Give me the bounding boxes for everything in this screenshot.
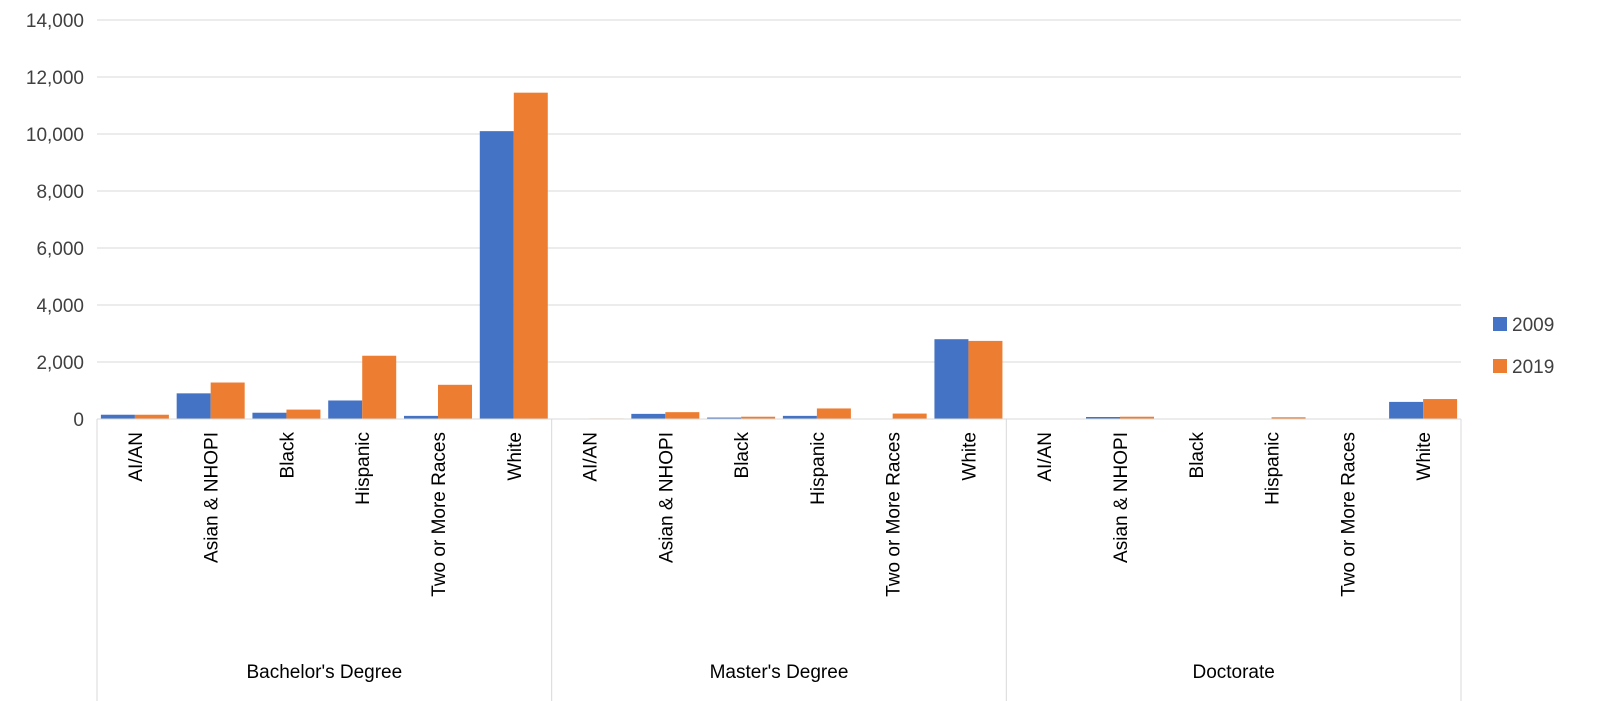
legend-swatch-2009 xyxy=(1493,317,1507,331)
bar-2009 xyxy=(782,415,817,419)
bar-2009 xyxy=(1086,417,1120,419)
bar-2019 xyxy=(1120,416,1154,419)
bar-2009 xyxy=(100,414,135,419)
category-label: Two or More Races xyxy=(429,432,450,597)
bar-2009 xyxy=(252,412,287,419)
bar-2019 xyxy=(134,414,169,419)
y-tick-label: 2,000 xyxy=(36,353,84,374)
bar-2009 xyxy=(404,415,438,419)
legend-swatch-2019 xyxy=(1493,359,1507,373)
bar-2019 xyxy=(968,340,1003,419)
group-label: Doctorate xyxy=(1192,662,1274,683)
category-label: AI/AN xyxy=(126,432,147,482)
y-tick-label: 14,000 xyxy=(26,11,84,32)
bar-2019 xyxy=(362,355,397,419)
legend-label: 2009 xyxy=(1512,315,1554,336)
category-label: White xyxy=(505,432,526,481)
bar-2019 xyxy=(210,382,245,419)
category-label: Asian & NHOPI xyxy=(656,432,677,563)
bar-2019 xyxy=(665,412,700,419)
bar-2019 xyxy=(513,92,548,420)
y-tick-label: 10,000 xyxy=(26,125,84,146)
category-label: Black xyxy=(1187,432,1208,479)
bar-2009 xyxy=(1389,401,1424,419)
category-label: Hispanic xyxy=(353,432,374,505)
category-label: Asian & NHOPI xyxy=(1111,432,1132,563)
category-label: Two or More Races xyxy=(884,432,905,597)
y-tick-label: 0 xyxy=(73,410,84,431)
bar-2019 xyxy=(741,416,776,419)
category-label: AI/AN xyxy=(1035,432,1056,482)
bar-2019 xyxy=(438,384,472,419)
category-label: Hispanic xyxy=(808,432,829,505)
y-tick-label: 4,000 xyxy=(36,296,84,317)
category-label: AI/AN xyxy=(581,432,602,482)
bar-2019 xyxy=(286,409,321,419)
bar-2019 xyxy=(816,408,851,419)
category-label: Hispanic xyxy=(1263,432,1284,505)
category-label: Black xyxy=(277,432,298,479)
category-label: Two or More Races xyxy=(1338,432,1359,597)
bar-2019 xyxy=(1271,417,1306,419)
bar-2009 xyxy=(328,400,363,419)
group-label: Master's Degree xyxy=(710,662,849,683)
category-label: Black xyxy=(732,432,753,479)
bar-2009 xyxy=(479,131,514,419)
category-label: Asian & NHOPI xyxy=(202,432,223,563)
group-label: Bachelor's Degree xyxy=(246,662,402,683)
y-tick-label: 6,000 xyxy=(36,239,84,260)
y-tick-label: 12,000 xyxy=(26,68,84,89)
bar-2009 xyxy=(707,417,742,419)
legend-label: 2019 xyxy=(1512,357,1554,378)
bar-2019 xyxy=(892,413,927,419)
y-tick-label: 8,000 xyxy=(36,182,84,203)
category-label: White xyxy=(959,432,980,481)
bar-2009 xyxy=(176,393,211,419)
bar-2019 xyxy=(1423,399,1458,419)
bar-2009 xyxy=(934,339,969,419)
bar-2009 xyxy=(631,413,666,419)
category-label: White xyxy=(1414,432,1435,481)
